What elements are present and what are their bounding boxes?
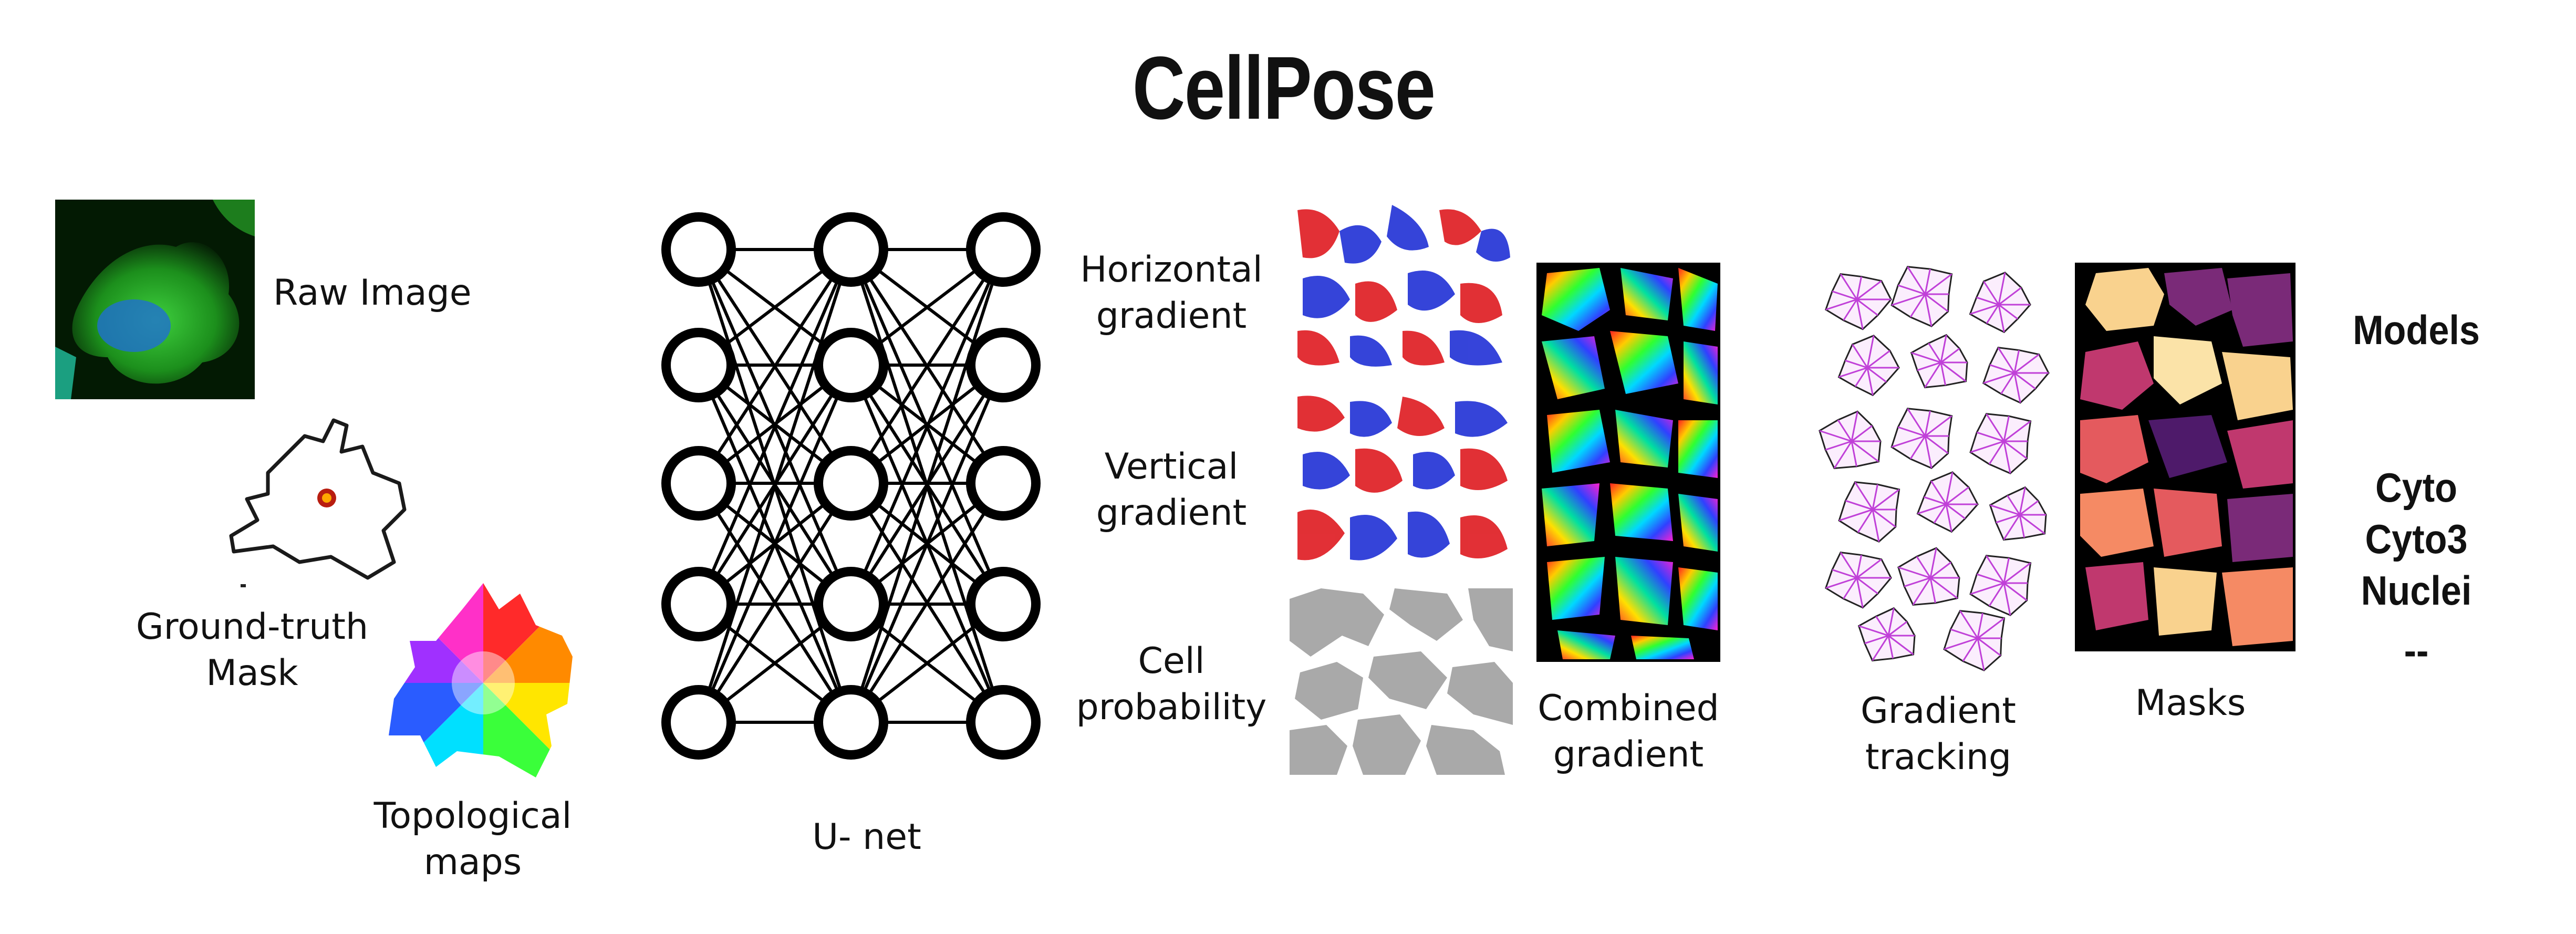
raw-image-thumbnail: [55, 200, 255, 399]
tracked-cell: [1824, 552, 1892, 609]
cell-probability-panel: [1290, 588, 1513, 775]
tracked-cell: [1982, 347, 2050, 404]
unet-edge: [697, 248, 853, 605]
model-item-cyto: Cyto: [2375, 464, 2458, 511]
ground-truth-mask: [229, 418, 407, 587]
model-item-nuclei: Nuclei: [2361, 567, 2472, 614]
unet-node: [966, 567, 1041, 641]
unet-node: [814, 567, 888, 641]
unet-edge: [849, 482, 1005, 723]
unet-node: [661, 685, 736, 760]
unet-edge: [849, 249, 1005, 723]
unet-node: [814, 685, 888, 760]
tracked-cell: [1943, 610, 2006, 671]
unet-edge: [697, 482, 853, 723]
combined-gradient-label: Combined gradient: [1538, 688, 1719, 775]
unet-diagram: [661, 212, 1041, 760]
unet-node: [661, 328, 736, 402]
unet-node: [966, 446, 1041, 521]
tracked-cell: [1837, 335, 1900, 397]
unet-edge: [697, 364, 853, 723]
unet-node: [661, 446, 736, 521]
model-item-cyto3: Cyto3: [2365, 516, 2468, 562]
unet-edge: [849, 248, 1005, 484]
tracked-cell: [1916, 471, 1979, 533]
unet-node: [814, 446, 888, 521]
masks-panel: [2075, 263, 2295, 651]
tracked-cell: [1891, 266, 1953, 327]
masks-label: Masks: [2135, 682, 2246, 724]
unet-node: [661, 567, 736, 641]
ground-truth-mask-label: Ground-truth Mask: [136, 606, 369, 694]
tracked-cell: [1891, 408, 1953, 469]
unet-node: [966, 685, 1041, 760]
unet-node: [814, 212, 888, 287]
models-heading: Models: [2353, 307, 2480, 353]
topological-map: [389, 583, 573, 777]
topological-maps-label: Topological maps: [373, 795, 572, 883]
tracked-cell: [1838, 481, 1900, 543]
combined-gradient-panel: [1536, 263, 1720, 662]
tracked-cell: [1989, 486, 2047, 541]
gradient-tracking-panel: [1819, 263, 2051, 671]
unet-edge: [697, 248, 853, 484]
horizontal-gradient-panel: [1292, 200, 1513, 373]
tracked-cell: [1910, 334, 1968, 389]
tracked-cell: [1969, 413, 2032, 474]
cell-probability-label: Cell probability: [1076, 640, 1267, 728]
unet-edge: [849, 364, 1005, 723]
horizontal-gradient-label: Horizontal gradient: [1080, 249, 1263, 337]
unet-label: U- net: [812, 816, 921, 858]
unet-edge: [697, 249, 853, 723]
page-title: CellPose: [1132, 38, 1436, 138]
unet-node: [661, 212, 736, 287]
unet-node: [966, 212, 1041, 287]
tracked-cell: [1857, 607, 1916, 662]
tracked-cell: [1897, 547, 1960, 606]
raw-image-label: Raw Image: [273, 272, 472, 314]
tracked-cell: [1819, 410, 1882, 470]
tracked-cell: [1969, 272, 2031, 334]
vertical-gradient-label: Vertical gradient: [1096, 446, 1247, 534]
gradient-tracking-label: Gradient tracking: [1861, 690, 2016, 778]
model-item-more: --: [2404, 627, 2429, 673]
tracked-cell: [1824, 273, 1892, 330]
unet-node: [966, 328, 1041, 402]
tracked-cell: [1969, 555, 2032, 616]
unet-edge: [849, 248, 1005, 605]
vertical-gradient-panel: [1292, 391, 1513, 570]
unet-node: [814, 328, 888, 402]
